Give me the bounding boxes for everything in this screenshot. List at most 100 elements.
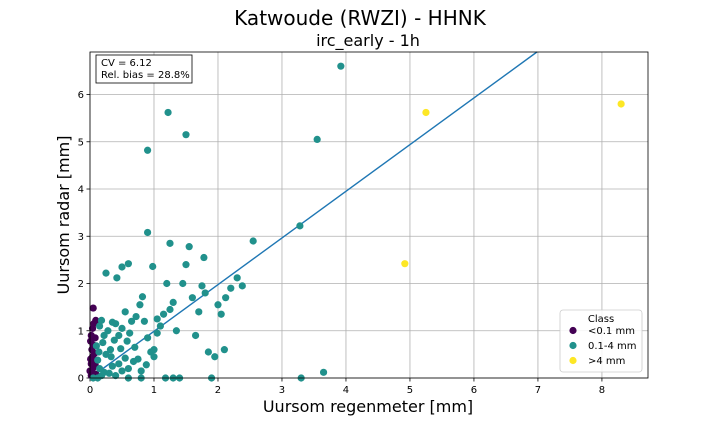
regression-line [89, 51, 538, 379]
data-point-series-1 [238, 282, 246, 290]
data-point-series-1 [319, 368, 328, 376]
data-point-series-1 [107, 353, 115, 361]
data-point-series-1 [159, 310, 168, 318]
data-point-series-0 [92, 316, 100, 324]
data-point-series-1 [142, 361, 150, 369]
data-point-series-1 [185, 243, 193, 251]
data-point-series-1 [111, 372, 120, 380]
data-point-series-1 [113, 274, 121, 282]
y-tick-label: 1 [78, 326, 84, 337]
data-point-series-1 [164, 108, 172, 117]
data-point-series-0 [87, 355, 95, 363]
legend-marker [569, 341, 577, 350]
data-point-series-1 [126, 329, 134, 337]
x-tick-label: 3 [279, 385, 285, 396]
legend-label: >4 mm [588, 356, 625, 367]
data-point-series-1 [166, 305, 174, 314]
data-point-series-1 [163, 279, 171, 288]
y-tick-label: 0 [78, 374, 84, 385]
data-point-series-1 [127, 317, 136, 325]
data-point-series-1 [313, 135, 321, 144]
data-point-series-1 [108, 362, 116, 370]
legend: Class <0.1 mm 0.1-4 mm >4 mm [559, 309, 643, 373]
data-point-series-1 [140, 317, 148, 325]
x-tick-label: 4 [343, 385, 349, 396]
data-point-series-2 [422, 108, 430, 117]
data-point-series-1 [124, 364, 132, 373]
data-point-series-1 [143, 228, 152, 237]
x-tick-label: 6 [471, 385, 477, 396]
data-point-series-1 [188, 294, 196, 302]
data-point-series-1 [172, 327, 180, 335]
data-point-series-1 [143, 146, 152, 154]
data-point-series-1 [115, 331, 123, 340]
x-tick-label: 8 [599, 385, 605, 396]
data-point-series-1 [102, 269, 110, 277]
data-point-series-1 [233, 274, 241, 282]
data-point-series-1 [153, 329, 161, 337]
data-point-series-1 [121, 354, 129, 362]
data-point-series-1 [156, 322, 164, 330]
regression-line-layer [89, 51, 538, 379]
data-point-series-1 [121, 308, 129, 316]
data-point-series-1 [149, 262, 157, 271]
data-point-series-1 [249, 237, 257, 245]
data-point-series-1 [99, 338, 107, 347]
data-point-series-1 [110, 336, 118, 344]
x-tick-label: 2 [215, 385, 221, 396]
data-point-series-1 [220, 346, 228, 354]
legend-items: <0.1 mm 0.1-4 mm >4 mm [569, 326, 637, 367]
chart-title: Katwoude (RWZI) - HHNK [234, 6, 487, 30]
y-axis-label: Uursom radar [mm] [54, 136, 73, 295]
chart-subtitle: irc_early - 1h [316, 31, 420, 51]
data-point-series-1 [92, 342, 100, 350]
y-tick-label: 3 [78, 232, 84, 243]
data-point-series-1 [118, 263, 126, 271]
data-point-series-0 [87, 337, 95, 345]
data-point-series-1 [105, 369, 113, 377]
data-point-series-1 [204, 348, 212, 356]
x-tick-label: 1 [151, 385, 157, 396]
data-point-series-1 [118, 324, 126, 332]
data-point-series-1 [124, 260, 132, 268]
data-point-series-1 [95, 364, 104, 373]
data-point-series-1 [115, 360, 123, 368]
data-point-series-1 [123, 337, 131, 345]
data-point-series-1 [95, 322, 104, 330]
data-point-series-1 [150, 353, 158, 361]
data-point-series-1 [296, 222, 304, 230]
data-point-series-1 [227, 284, 235, 292]
axis-ticks: 0 1 2 3 4 5 6 7 8 0 1 2 3 4 5 6 [78, 90, 605, 396]
data-point-series-0 [87, 331, 95, 340]
data-point-series-1 [179, 279, 187, 288]
data-point-series-1 [198, 282, 206, 290]
data-point-series-1 [166, 239, 174, 247]
x-axis-label: Uursom regenmeter [mm] [263, 397, 473, 416]
y-tick-label: 2 [78, 279, 84, 290]
data-point-series-1 [138, 293, 147, 301]
data-point-series-1 [100, 331, 108, 340]
data-point-series-1 [131, 343, 139, 351]
stats-box: CV = 6.12 Rel. bias = 28.8% [95, 54, 193, 84]
data-point-series-2 [401, 260, 409, 268]
data-point-series-1 [106, 346, 115, 354]
data-point-series-1 [137, 367, 145, 375]
stats-box-frame [95, 54, 193, 84]
data-point-series-1 [182, 261, 190, 269]
data-point-series-1 [153, 315, 161, 323]
data-point-series-1 [201, 289, 209, 297]
data-point-series-1 [132, 312, 140, 321]
y-tick-label: 6 [78, 90, 84, 101]
legend-title: Class [588, 314, 614, 325]
data-point-series-0 [89, 304, 97, 312]
data-point-series-1 [94, 356, 102, 364]
legend-label: 0.1-4 mm [588, 341, 637, 352]
data-point-series-1 [97, 316, 106, 324]
data-point-series-1 [217, 310, 225, 318]
data-point-series-1 [195, 308, 203, 316]
stats-cv: CV = 6.12 [101, 58, 152, 69]
data-point-series-1 [222, 294, 230, 302]
legend-label: <0.1 mm [588, 326, 635, 337]
data-point-series-2 [617, 100, 625, 108]
